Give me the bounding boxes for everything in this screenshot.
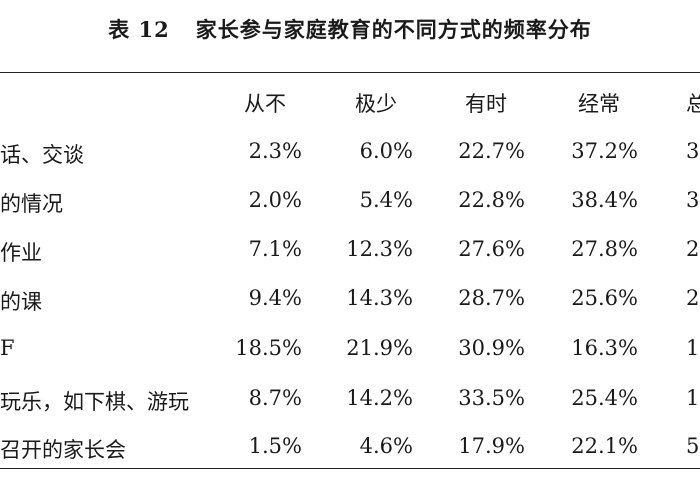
cell-sometimes: 22.7% (458, 139, 525, 163)
table-title: 家长参与家庭教育的不同方式的频率分布 (195, 17, 592, 42)
cell-rarely: 14.3% (346, 286, 413, 310)
cell-total: 2 (686, 237, 700, 261)
column-header-rarely: 极少 (355, 92, 397, 116)
cell-often: 25.6% (571, 286, 638, 310)
cell-often: 37.2% (571, 139, 638, 163)
cell-total: 2 (686, 286, 700, 310)
cell-total: 3 (686, 139, 700, 163)
column-header-often: 经常 (578, 92, 620, 116)
row-label: F (0, 336, 15, 360)
table-row: 玩乐，如下棋、游玩 8.7% 14.2% 33.5% 25.4% 1 (0, 386, 700, 416)
cell-rarely: 4.6% (359, 434, 413, 458)
cell-rarely: 12.3% (346, 237, 413, 261)
cell-often: 25.4% (571, 386, 638, 410)
column-header-never: 从不 (244, 92, 286, 116)
cell-sometimes: 27.6% (458, 237, 525, 261)
cell-never: 1.5% (248, 434, 302, 458)
cell-total: 1 (686, 386, 700, 410)
row-label: 召开的家长会 (0, 438, 126, 462)
column-header-total: 总 (686, 92, 700, 116)
table-row: 话、交谈 2.3% 6.0% 22.7% 37.2% 3 (0, 139, 700, 169)
cell-total: 5 (686, 434, 700, 458)
table-row: 作业 7.1% 12.3% 27.6% 27.8% 2 (0, 237, 700, 267)
cell-rarely: 21.9% (346, 336, 413, 360)
cell-total: 3 (686, 188, 700, 212)
cell-sometimes: 30.9% (458, 336, 525, 360)
cell-never: 2.0% (248, 188, 302, 212)
table-header-row: 从不 极少 有时 经常 总 (0, 88, 700, 118)
cell-never: 7.1% (248, 237, 302, 261)
cell-never: 18.5% (235, 336, 302, 360)
cell-often: 22.1% (571, 434, 638, 458)
cell-sometimes: 33.5% (458, 386, 525, 410)
row-label: 话、交谈 (0, 143, 84, 167)
column-header-sometimes: 有时 (465, 92, 507, 116)
table-row: F 18.5% 21.9% 30.9% 16.3% 1 (0, 336, 700, 366)
cell-never: 8.7% (248, 386, 302, 410)
row-label: 玩乐，如下棋、游玩 (0, 390, 189, 414)
cell-sometimes: 28.7% (458, 286, 525, 310)
row-label: 的课 (0, 290, 42, 314)
cell-rarely: 5.4% (359, 188, 413, 212)
cell-rarely: 14.2% (346, 386, 413, 410)
cell-often: 27.8% (571, 237, 638, 261)
cell-often: 16.3% (571, 336, 638, 360)
table-bottom-rule (0, 468, 700, 469)
cell-never: 9.4% (248, 286, 302, 310)
row-label: 作业 (0, 241, 42, 265)
cell-sometimes: 22.8% (458, 188, 525, 212)
cell-never: 2.3% (248, 139, 302, 163)
table-row: 的情况 2.0% 5.4% 22.8% 38.4% 3 (0, 188, 700, 218)
cell-sometimes: 17.9% (458, 434, 525, 458)
table-row: 的课 9.4% 14.3% 28.7% 25.6% 2 (0, 286, 700, 316)
table-top-rule (0, 72, 700, 73)
table-number: 表 12 (108, 17, 170, 42)
table-row: 召开的家长会 1.5% 4.6% 17.9% 22.1% 5 (0, 434, 700, 464)
cell-rarely: 6.0% (359, 139, 413, 163)
cell-total: 1 (686, 336, 700, 360)
cell-often: 38.4% (571, 188, 638, 212)
row-label: 的情况 (0, 192, 63, 216)
table-caption: 表 12 家长参与家庭教育的不同方式的频率分布 (0, 14, 700, 44)
